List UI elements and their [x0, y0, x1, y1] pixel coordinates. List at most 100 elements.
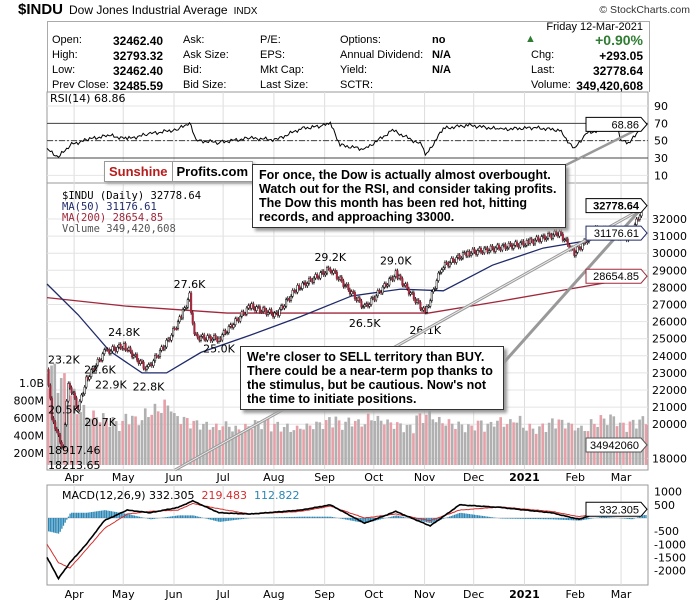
candle: [188, 292, 191, 300]
quote-label: Mkt Cap:: [260, 64, 305, 76]
volume-bar: [441, 423, 444, 465]
candle: [484, 247, 487, 250]
candle: [425, 306, 428, 313]
candle: [437, 272, 440, 281]
volume-bar: [341, 429, 344, 465]
candle: [70, 387, 73, 394]
volume-bar: [205, 421, 208, 465]
volume-bar: [114, 421, 118, 465]
candle: [560, 231, 563, 235]
candle: [147, 364, 150, 368]
quote-label: Bid:: [183, 64, 202, 76]
price-tick: 30000: [652, 247, 687, 260]
candle: [463, 252, 466, 254]
candle: [340, 276, 343, 282]
macd-histogram-bar: [109, 510, 111, 518]
macd-histogram-bar: [582, 518, 584, 521]
volume-bar: [470, 425, 473, 465]
candle: [63, 424, 67, 447]
candle: [586, 241, 589, 243]
logo-part1: Sunshine: [105, 162, 173, 181]
quote-label: P/E:: [260, 34, 281, 46]
candle: [357, 297, 360, 301]
macd-histogram-bar: [226, 518, 228, 522]
volume-bar: [554, 428, 557, 465]
macd-histogram-bar: [549, 518, 551, 520]
macd-histogram-bar: [480, 515, 482, 518]
candle: [270, 309, 273, 314]
macd-histogram-bar: [112, 511, 114, 518]
candle: [137, 359, 140, 364]
macd-histogram-bar: [501, 518, 504, 519]
macd-histogram-bar: [529, 518, 532, 519]
candle: [388, 278, 391, 286]
macd-histogram-bar: [364, 518, 367, 524]
volume-bar: [489, 421, 493, 465]
macd-histogram-bar: [198, 516, 200, 518]
macd-histogram-bar: [107, 510, 109, 518]
macd-histogram-bar: [561, 518, 563, 520]
candle: [522, 240, 525, 246]
candle: [50, 398, 53, 419]
volume-bar: [479, 420, 483, 465]
candle: [183, 307, 186, 310]
volume-bar: [163, 399, 166, 465]
volume-bar: [544, 431, 548, 465]
volume-bar: [140, 420, 144, 465]
candle: [347, 284, 350, 291]
volume-bar: [47, 388, 50, 465]
candle: [470, 252, 473, 256]
candle: [80, 394, 83, 402]
macd-histogram-bar: [287, 517, 289, 518]
candle: [136, 354, 139, 361]
candle: [127, 347, 130, 351]
macd-histogram-bar: [206, 518, 208, 519]
volume-bar: [583, 430, 587, 465]
macd-histogram-bar: [138, 516, 141, 518]
candle: [371, 297, 374, 299]
macd-histogram-bar: [366, 518, 368, 523]
volume-bar: [124, 413, 128, 465]
volume-bar: [521, 427, 525, 465]
candle: [59, 434, 62, 443]
macd-histogram-bar: [224, 518, 226, 522]
macd-histogram-bar: [175, 515, 177, 518]
volume-bar: [383, 424, 386, 465]
price-label: 23.2K: [48, 353, 80, 366]
macd-histogram-bar: [389, 516, 391, 518]
candle: [55, 428, 58, 432]
candle: [515, 241, 519, 246]
candle: [389, 277, 392, 279]
candle: [573, 248, 576, 256]
macd-histogram-bar: [313, 516, 315, 518]
macd-histogram-bar: [625, 518, 627, 519]
candle: [54, 421, 57, 430]
macd-last-label: 332.305: [599, 504, 639, 516]
macd-histogram-bar: [453, 514, 456, 518]
candle: [427, 306, 430, 308]
candle: [103, 349, 106, 355]
macd-histogram-bar: [584, 518, 586, 520]
macd-histogram-bar: [147, 518, 149, 519]
candle: [416, 299, 419, 303]
candle: [208, 335, 211, 337]
candle: [529, 238, 532, 244]
macd-histogram-bar: [229, 518, 231, 521]
price-tick: 26000: [652, 316, 687, 329]
macd-histogram-bar: [69, 513, 71, 518]
candle: [314, 274, 317, 279]
macd-histogram-bar: [519, 518, 522, 519]
macd-histogram-bar: [213, 518, 215, 521]
macd-histogram-bar: [422, 518, 424, 522]
macd-histogram-bar: [524, 518, 527, 519]
pct-change: +0.90%: [595, 32, 643, 48]
candle: [170, 334, 173, 341]
macd-histogram-bar: [331, 516, 334, 518]
macd-histogram-bar: [148, 518, 150, 519]
volume-last-label: 34942060: [590, 440, 639, 452]
candle: [383, 283, 386, 288]
last-value: 32778.64: [592, 64, 643, 78]
macd-histogram-bar: [437, 518, 439, 521]
candle: [122, 343, 126, 349]
candle: [316, 274, 319, 278]
